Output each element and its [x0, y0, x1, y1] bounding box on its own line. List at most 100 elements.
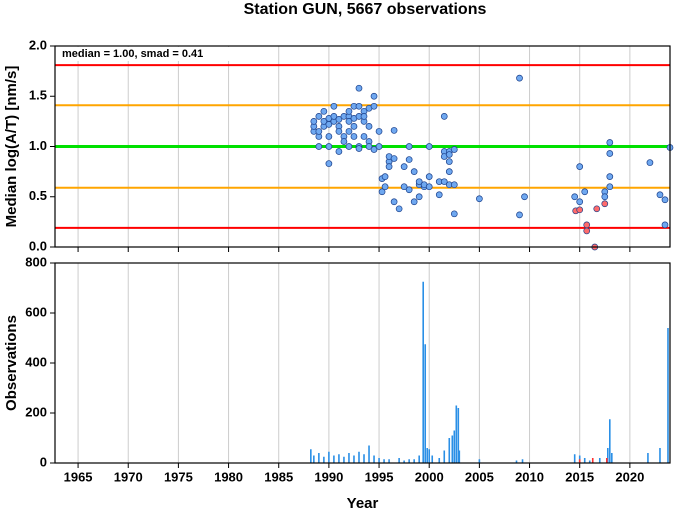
point — [583, 227, 591, 235]
bar — [667, 328, 669, 463]
point — [521, 193, 528, 201]
bar — [338, 454, 340, 463]
y-axis-label: Median log(A/T) [nm/s] — [3, 66, 20, 228]
annotation-box — [57, 47, 247, 61]
x-tick-label: 2010 — [515, 469, 544, 484]
point — [576, 206, 584, 214]
bar — [647, 453, 649, 463]
point — [345, 143, 353, 150]
point — [360, 112, 368, 120]
x-tick-label: 1970 — [114, 469, 143, 484]
bar — [313, 455, 315, 463]
bar — [373, 455, 375, 463]
x-tick-label: 1995 — [365, 469, 394, 484]
point — [415, 178, 423, 186]
bar — [611, 453, 613, 463]
plot-frame — [54, 45, 671, 248]
bar — [515, 460, 518, 463]
point — [661, 221, 669, 229]
bar — [328, 451, 330, 463]
bar — [413, 459, 415, 463]
bar — [478, 459, 481, 463]
chart-title: Station GUN, 5667 observations — [244, 1, 487, 18]
bar — [588, 460, 591, 463]
point — [315, 143, 323, 150]
point — [325, 160, 333, 167]
bar — [348, 453, 350, 463]
bar — [422, 281, 424, 463]
point — [476, 195, 483, 203]
bar — [598, 458, 601, 463]
bar — [323, 456, 325, 463]
point — [355, 84, 363, 92]
point — [606, 183, 614, 191]
bar — [443, 450, 446, 463]
point — [375, 128, 383, 135]
bar — [578, 459, 581, 463]
point — [355, 145, 363, 152]
bar — [363, 454, 365, 463]
point — [335, 148, 343, 155]
point — [571, 193, 579, 201]
point — [516, 74, 523, 82]
point — [425, 183, 433, 191]
point — [325, 121, 333, 128]
point — [390, 198, 398, 206]
y-tick-label: 1.5 — [29, 88, 47, 103]
bar — [431, 455, 434, 463]
y-tick-label: 0.0 — [29, 238, 47, 253]
point — [335, 116, 343, 123]
bar — [368, 445, 370, 463]
point — [400, 163, 408, 170]
y-axis-label: Observations — [3, 315, 20, 411]
bar — [424, 344, 427, 463]
x-tick-label: 1965 — [64, 469, 93, 484]
point — [516, 211, 523, 219]
x-axis-label: Year — [347, 495, 379, 511]
point — [310, 118, 318, 125]
point — [375, 143, 383, 150]
point — [395, 205, 403, 213]
x-tick-label: 2015 — [565, 469, 594, 484]
point — [330, 102, 338, 110]
point — [410, 168, 418, 175]
point — [345, 107, 353, 115]
bar — [426, 448, 429, 463]
point — [385, 163, 393, 170]
y-tick-label: 400 — [25, 354, 47, 369]
x-tick-label: 2020 — [615, 469, 644, 484]
point — [445, 158, 453, 165]
point — [440, 112, 448, 120]
point — [325, 133, 333, 140]
point — [365, 143, 373, 150]
point — [593, 205, 601, 213]
point — [646, 159, 654, 166]
point — [381, 183, 389, 191]
point — [345, 118, 353, 125]
point — [581, 188, 589, 196]
point — [405, 156, 413, 163]
point — [576, 198, 584, 206]
point — [390, 127, 398, 134]
point — [340, 138, 348, 145]
point — [445, 168, 453, 175]
x-tick-label: 1985 — [264, 469, 293, 484]
bar — [418, 455, 420, 463]
bar — [458, 450, 461, 463]
point — [350, 123, 358, 130]
x-tick-label: 1980 — [214, 469, 243, 484]
point — [370, 92, 378, 100]
bar — [383, 459, 385, 463]
x-tick-label: 2000 — [415, 469, 444, 484]
point — [360, 133, 368, 140]
y-tick-label: 1.0 — [29, 138, 47, 153]
point — [325, 143, 333, 150]
point — [400, 183, 408, 191]
point — [335, 128, 343, 135]
point — [378, 188, 386, 196]
bar — [453, 430, 456, 463]
bar — [408, 459, 410, 463]
annotation: median = 1.00, smad = 0.41 — [62, 48, 203, 60]
point — [425, 173, 433, 180]
bar — [573, 454, 576, 463]
